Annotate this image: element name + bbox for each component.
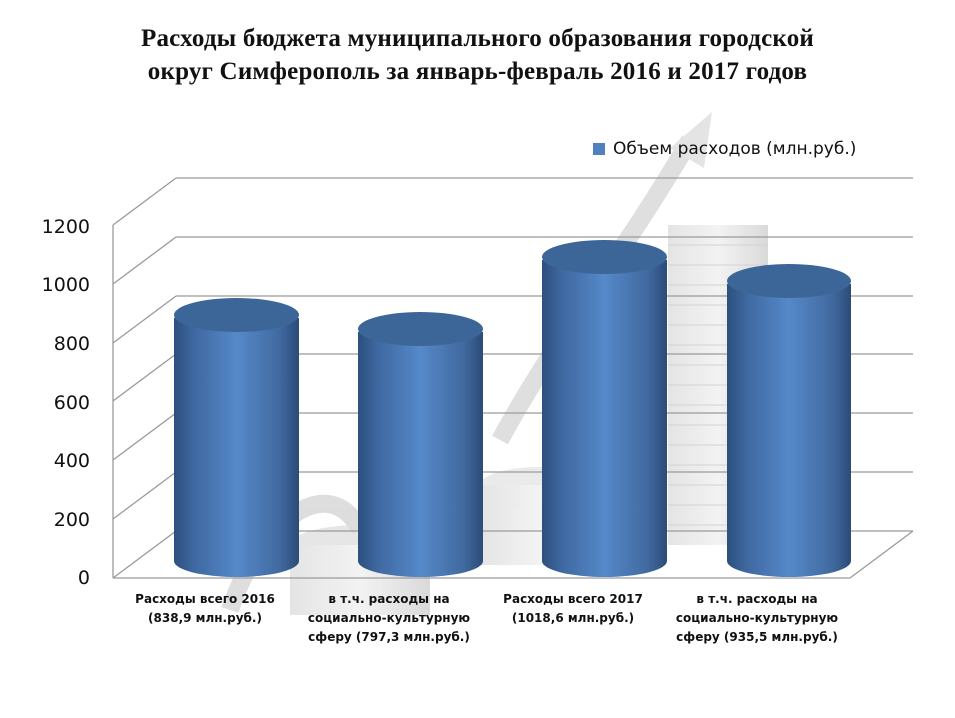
category-label-3: Расходы всего 2017 (1018,6 млн.руб.) xyxy=(503,592,643,625)
bar-social-2016 xyxy=(358,312,483,577)
chart-title-line-1: Расходы бюджета муниципального образован… xyxy=(140,25,815,52)
chart-legend: Объем расходов (млн.руб.) xyxy=(593,139,856,159)
y-tick-0: 0 xyxy=(77,567,90,589)
y-tick-1200: 1200 xyxy=(41,216,90,238)
y-tick-1000: 1000 xyxy=(41,274,90,296)
category-label-4: в т.ч. расходы на социально-культурную с… xyxy=(675,592,839,644)
background-coins-decoration xyxy=(221,112,768,615)
y-tick-200: 200 xyxy=(53,509,90,531)
bar-social-2017 xyxy=(727,264,851,577)
y-tick-600: 600 xyxy=(53,392,90,414)
bar-rasxody-2016 xyxy=(174,298,299,577)
y-tick-800: 800 xyxy=(53,333,90,355)
chart-title-line-2: округ Симферополь за январь-февраль 2016… xyxy=(147,58,808,85)
legend-swatch-icon xyxy=(593,143,605,155)
bar-rasxody-2017 xyxy=(542,240,667,577)
category-label-1: Расходы всего 2016 (838,9 млн.руб.) xyxy=(135,592,275,625)
y-tick-400: 400 xyxy=(53,450,90,472)
legend-label: Объем расходов (млн.руб.) xyxy=(613,139,857,159)
chart-title: Расходы бюджета муниципального образован… xyxy=(0,22,955,88)
category-label-2: в т.ч. расходы на социально-культурную с… xyxy=(307,592,471,644)
